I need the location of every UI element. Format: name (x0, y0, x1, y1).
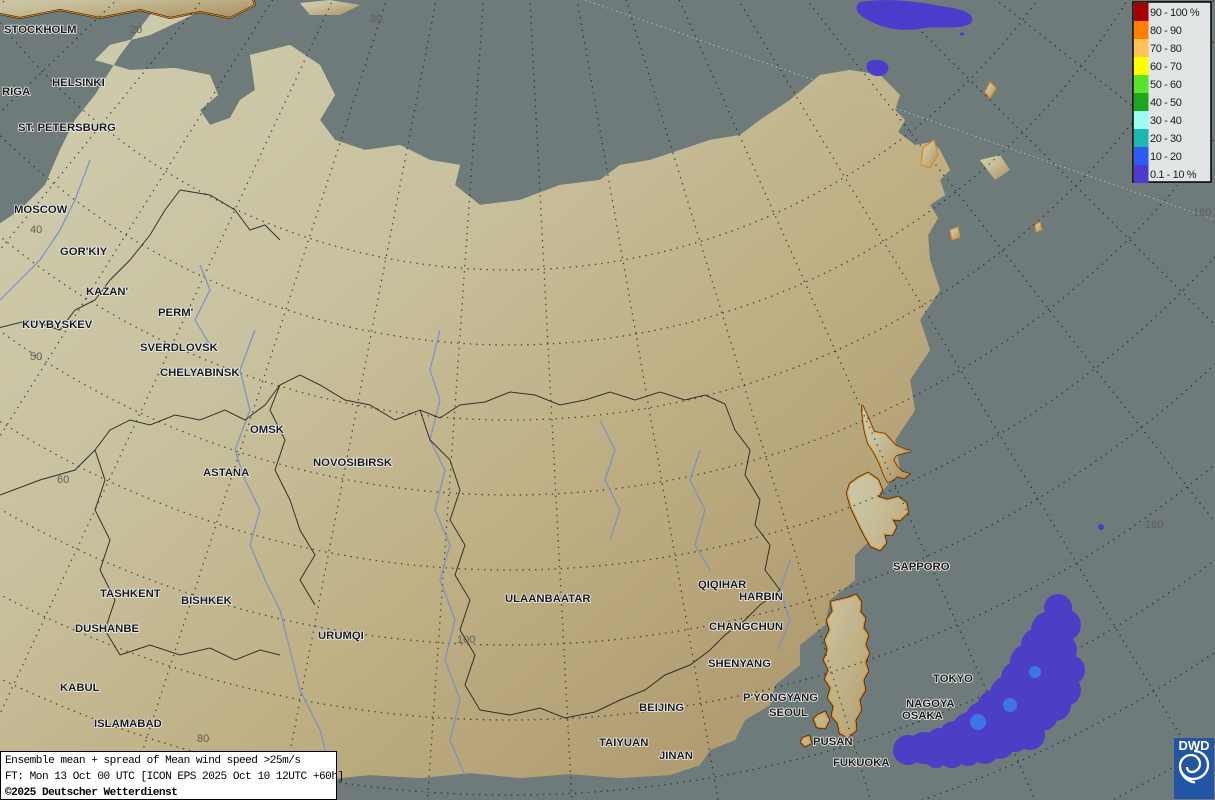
svg-text:BISHKEK: BISHKEK (181, 595, 233, 607)
svg-text:80: 80 (370, 13, 382, 25)
svg-text:40: 40 (30, 224, 42, 236)
svg-text:MOSCOW: MOSCOW (14, 204, 68, 216)
svg-text:NOVOSIBIRSK: NOVOSIBIRSK (313, 457, 393, 469)
svg-text:HELSINKI: HELSINKI (52, 77, 105, 89)
svg-text:160: 160 (1145, 519, 1163, 531)
svg-text:CHANGCHUN: CHANGCHUN (709, 621, 783, 633)
svg-text:URUMQI: URUMQI (318, 630, 364, 642)
svg-text:KABUL: KABUL (60, 682, 100, 694)
svg-text:STOCKHOLM: STOCKHOLM (4, 24, 77, 36)
svg-text:RIGA: RIGA (2, 86, 30, 98)
svg-text:CHELYABINSK: CHELYABINSK (160, 367, 240, 379)
svg-text:40 - 50: 40 - 50 (1150, 97, 1182, 109)
svg-text:60: 60 (57, 474, 69, 486)
svg-text:ST. PETERSBURG: ST. PETERSBURG (18, 122, 116, 134)
svg-text:30 - 40: 30 - 40 (1150, 115, 1182, 127)
svg-text:HARBIN: HARBIN (739, 591, 783, 603)
svg-text:P'YONGYANG: P'YONGYANG (743, 692, 818, 704)
svg-text:90 - 100 %: 90 - 100 % (1150, 7, 1200, 19)
svg-text:TOKYO: TOKYO (933, 673, 973, 685)
svg-text:KAZAN': KAZAN' (86, 286, 129, 298)
svg-text:100: 100 (457, 634, 475, 646)
svg-text:80: 80 (197, 733, 209, 745)
svg-text:FUKUOKA: FUKUOKA (833, 757, 889, 769)
svg-text:SAPPORO: SAPPORO (893, 561, 950, 573)
svg-text:70 - 80: 70 - 80 (1150, 43, 1182, 55)
svg-text:KUYBYSKEV: KUYBYSKEV (22, 319, 93, 331)
svg-text:TASHKENT: TASHKENT (100, 588, 161, 600)
svg-text:ISLAMABAD: ISLAMABAD (94, 718, 162, 730)
svg-text:GOR'KIY: GOR'KIY (60, 246, 108, 258)
svg-text:PERM': PERM' (158, 307, 194, 319)
svg-text:20: 20 (130, 24, 142, 36)
svg-text:DUSHANBE: DUSHANBE (75, 623, 139, 635)
svg-text:OMSK: OMSK (250, 424, 285, 436)
svg-text:80 - 90: 80 - 90 (1150, 25, 1182, 37)
svg-text:BEIJING: BEIJING (639, 702, 684, 714)
svg-text:ULAANBAATAR: ULAANBAATAR (505, 593, 591, 605)
svg-text:QIQIHAR: QIQIHAR (698, 579, 746, 591)
svg-text:180: 180 (1193, 207, 1211, 219)
svg-text:NAGOYA: NAGOYA (906, 698, 955, 710)
svg-text:10 - 20: 10 - 20 (1150, 151, 1182, 163)
svg-text:20 - 30: 20 - 30 (1150, 133, 1182, 145)
svg-text:ASTANA: ASTANA (203, 467, 249, 479)
svg-text:50: 50 (30, 351, 42, 363)
svg-text:50 - 60: 50 - 60 (1150, 79, 1182, 91)
svg-text:0.1 - 10 %: 0.1 - 10 % (1150, 169, 1197, 181)
svg-text:TAIYUAN: TAIYUAN (599, 737, 648, 749)
svg-text:JINAN: JINAN (659, 750, 693, 762)
svg-text:PUSAN: PUSAN (813, 736, 853, 748)
svg-text:60 - 70: 60 - 70 (1150, 61, 1182, 73)
svg-text:SEOUL: SEOUL (769, 707, 808, 719)
svg-text:OSAKA: OSAKA (902, 710, 943, 722)
svg-text:SVERDLOVSK: SVERDLOVSK (140, 342, 219, 354)
svg-text:SHENYANG: SHENYANG (708, 658, 771, 670)
